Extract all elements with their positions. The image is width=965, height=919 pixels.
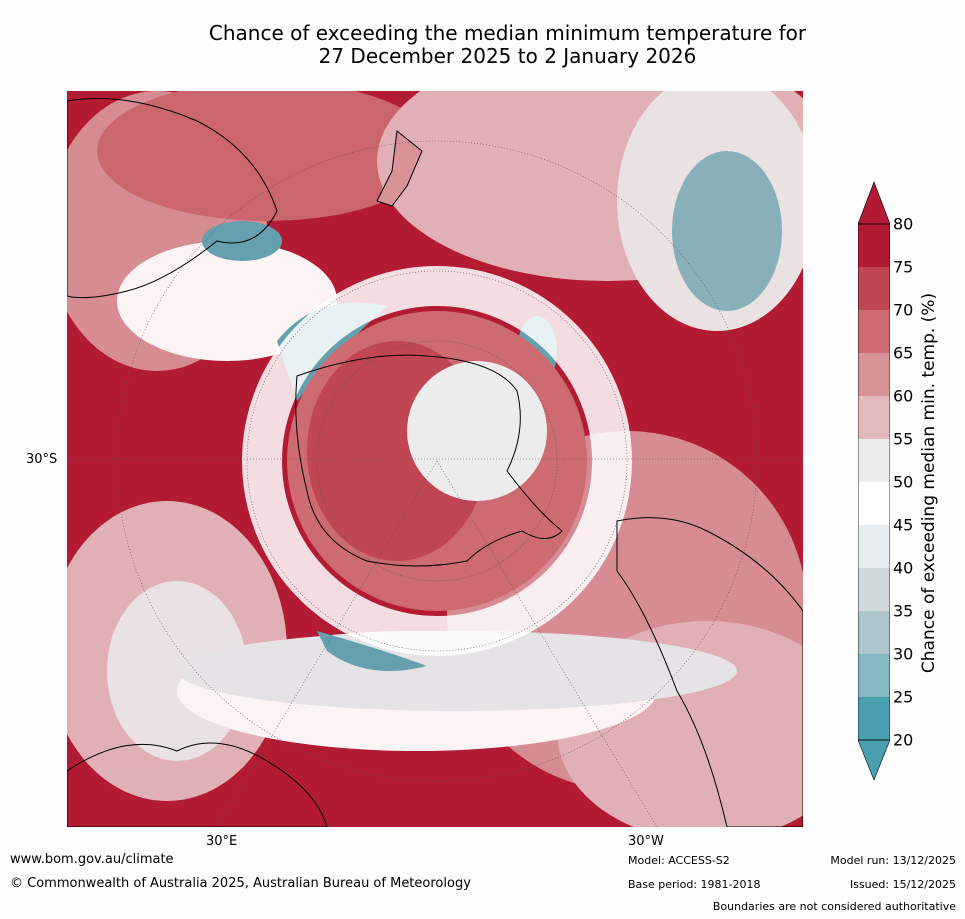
colorbar-tick-label: 60 xyxy=(893,386,914,406)
colorbar-tick-label: 30 xyxy=(893,644,914,664)
colorbar-band xyxy=(858,697,890,741)
colorbar-tick-label: 80 xyxy=(893,214,914,234)
model-run-text: Model run: 13/12/2025 xyxy=(830,854,956,867)
lat-label-30s: 30°S xyxy=(26,452,58,467)
colorbar-tick-label: 75 xyxy=(893,257,914,277)
colorbar-bottom-arrow xyxy=(858,739,890,781)
colorbar-tick-label: 70 xyxy=(893,300,914,320)
copyright-text: © Commonwealth of Australia 2025, Austra… xyxy=(10,876,471,891)
south-america-coastline xyxy=(616,517,803,827)
colorbar-band xyxy=(858,439,890,483)
colorbar-tick-label: 45 xyxy=(893,515,914,535)
colorbar-band xyxy=(858,396,890,440)
colorbar-band xyxy=(858,267,890,311)
colorbar-tick-label: 20 xyxy=(893,730,914,750)
antarctica-coastline xyxy=(295,354,563,567)
website-link[interactable]: www.bom.gov.au/climate xyxy=(10,852,174,867)
title-line-2: 27 December 2025 to 2 January 2026 xyxy=(318,44,697,68)
map-svg xyxy=(67,91,803,827)
colorbar-top-arrow xyxy=(858,181,890,225)
title-line-1: Chance of exceeding the median minimum t… xyxy=(208,21,807,45)
colorbar xyxy=(858,181,890,781)
probability-field xyxy=(67,91,803,827)
base-period-text: Base period: 1981-2018 xyxy=(628,878,761,891)
chart-title: Chance of exceeding the median minimum t… xyxy=(60,22,955,68)
colorbar-band xyxy=(858,353,890,397)
lon-label-30w: 30°W xyxy=(628,834,664,849)
australia-coastline xyxy=(67,98,278,299)
model-text: Model: ACCESS-S2 xyxy=(628,854,730,867)
colorbar-band xyxy=(858,482,890,526)
colorbar-tick-label: 55 xyxy=(893,429,914,449)
graticule xyxy=(67,140,803,827)
colorbar-tick-label: 25 xyxy=(893,687,914,707)
colorbar-tick-label: 65 xyxy=(893,343,914,363)
colorbar-band xyxy=(858,654,890,698)
colorbar-label: Chance of exceeding median min. temp. (%… xyxy=(919,292,939,674)
africa-coastline xyxy=(67,742,328,827)
issued-text: Issued: 15/12/2025 xyxy=(849,878,956,891)
colorbar-band xyxy=(858,525,890,569)
lon-label-30e: 30°E xyxy=(206,834,238,849)
colorbar-tick-label: 40 xyxy=(893,558,914,578)
colorbar-band xyxy=(858,310,890,354)
colorbar-band xyxy=(858,224,890,268)
colorbar-tick-label: 35 xyxy=(893,601,914,621)
map-panel[interactable] xyxy=(67,91,803,827)
colorbar-tick-label: 50 xyxy=(893,472,914,492)
colorbar-band xyxy=(858,611,890,655)
antarctic-ring xyxy=(242,266,632,656)
colorbar-band xyxy=(858,568,890,612)
new-zealand-coastline xyxy=(376,130,423,207)
disclaimer-text: Boundaries are not considered authoritat… xyxy=(712,900,956,913)
